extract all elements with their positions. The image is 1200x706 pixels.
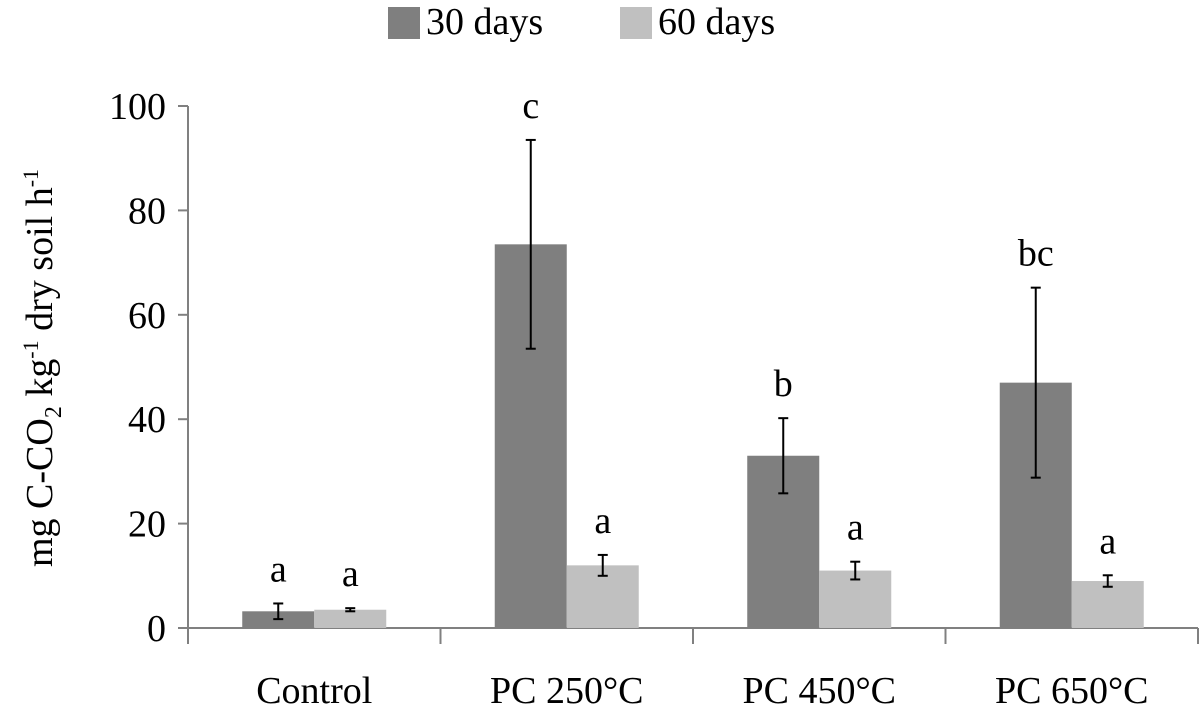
y-axis-label-part: kg	[19, 359, 61, 407]
y-tick-label: 20	[128, 504, 166, 546]
x-tick-label: PC 250°C	[490, 670, 644, 706]
significance-letter: a	[847, 507, 864, 549]
y-axis-label-subscript: 2	[41, 406, 67, 418]
y-tick-label: 60	[128, 295, 166, 337]
y-tick-label: 80	[128, 190, 166, 232]
y-tick-label: 100	[109, 86, 166, 128]
significance-letter: a	[1099, 520, 1116, 562]
significance-letter: a	[594, 500, 611, 542]
y-tick-label: 0	[147, 608, 166, 650]
plot-area: 0 20 40 60 80 100 Control PC 250°C PC 450°C PC 65…	[109, 85, 1199, 706]
legend: 30 days 60 days	[388, 1, 775, 43]
legend-label-60-days: 60 days	[658, 1, 775, 43]
x-tick-label: Control	[256, 670, 372, 706]
significance-letter: a	[342, 553, 359, 595]
significance-letter: c	[522, 85, 539, 127]
legend-swatch-60-days	[620, 7, 652, 39]
legend-label-30-days: 30 days	[426, 1, 543, 43]
bar	[314, 609, 387, 628]
x-tick-label: PC 450°C	[742, 670, 896, 706]
significance-letter: b	[774, 363, 793, 405]
y-axis-label-superscript: -1	[18, 340, 43, 358]
legend-swatch-30-days	[388, 7, 420, 39]
y-axis-label-part: dry soil h	[19, 187, 61, 340]
y-axis-label-part: mg C-CO	[19, 418, 61, 567]
significance-letter: a	[270, 548, 287, 590]
significance-letter: bc	[1018, 233, 1054, 275]
y-axis-label: mg C-CO2 kg-1 dry soil h-1	[18, 169, 67, 567]
x-tick-label: PC 650°C	[995, 670, 1149, 706]
y-axis-label-superscript: -1	[18, 169, 43, 187]
y-tick-label: 40	[128, 399, 166, 441]
bar	[1071, 581, 1144, 628]
